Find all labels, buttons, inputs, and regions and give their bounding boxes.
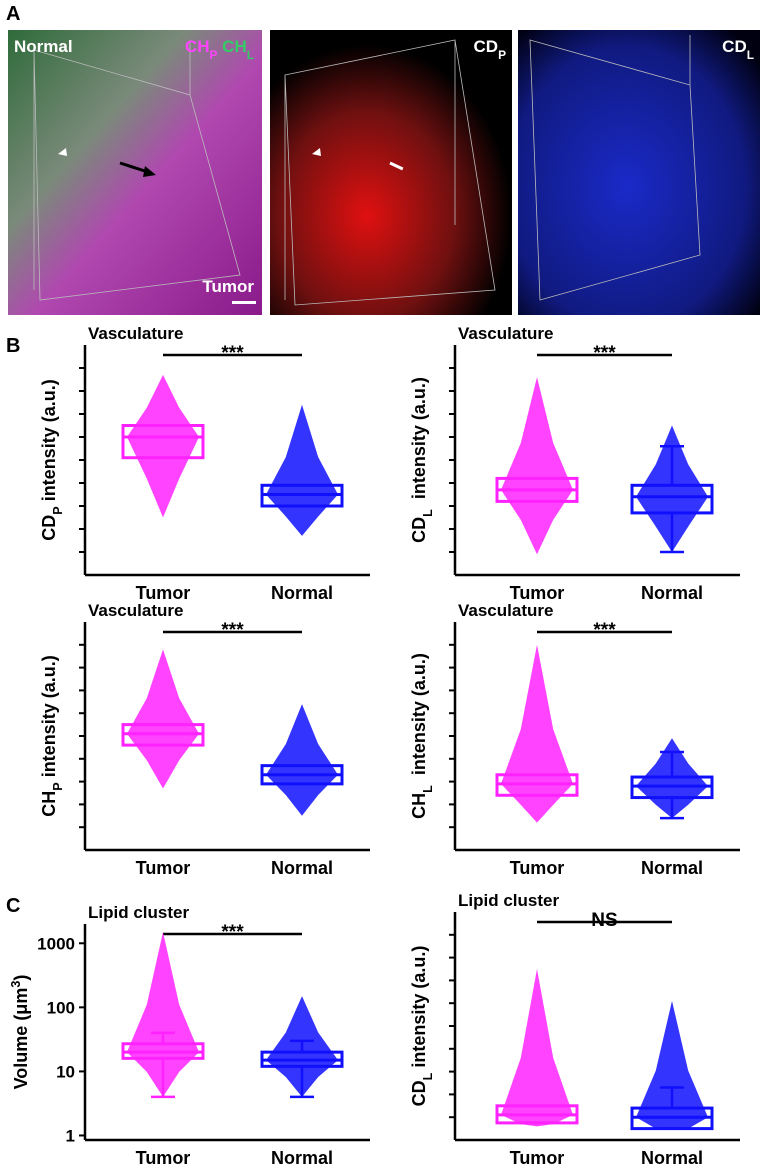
image-label-part: CD [474,37,499,56]
significance-label: NS [591,910,617,931]
y-axis-label: CHP intensity (a.u.) [39,655,65,816]
point-cloud [501,377,573,555]
panel-letter: B [6,335,20,357]
x-tick-label: Tumor [136,583,191,603]
x-tick-label: Tumor [510,583,565,603]
y-tick-label: 1000 [37,934,75,953]
image-label-part: CD [722,37,747,56]
y-axis-label-part: CD [39,515,59,541]
image-label: Tumor [202,277,254,296]
y-axis-label: CHL intensity (a.u.) [409,653,435,819]
image-label-part: L [247,48,254,62]
point-cloud [127,374,199,518]
y-axis-label-part: Volume (μm [11,988,31,1090]
y-tick-label: 100 [47,998,75,1017]
image-label-part: CH [217,37,246,56]
x-tick-label: Tumor [510,858,565,878]
image [518,30,760,315]
y-axis-label-part: L [421,785,435,793]
box [121,424,205,460]
x-tick-label: Normal [271,1148,333,1168]
point-cloud [127,932,199,1097]
y-axis-label-part: intensity (a.u.) [409,377,429,509]
x-tick-label: Tumor [136,858,191,878]
image-label-part: L [747,48,754,62]
y-tick-label: 10 [56,1062,75,1081]
wireframe [33,35,701,306]
y-tick-label: 1 [66,1126,75,1145]
y-axis-label-part: ) [11,975,31,981]
y-axis-label-part: L [421,1072,435,1080]
chart-title: Vasculature [458,601,553,620]
image-label: CDP [474,37,507,62]
x-tick-label: Normal [271,583,333,603]
y-axis-label-part: 3 [9,981,23,988]
image-label: CDL [722,37,754,62]
point-cloud [266,404,338,536]
point-cloud [636,1000,708,1129]
y-axis-label-part: P [51,506,65,514]
point-cloud [501,969,573,1127]
y-axis-label-part: intensity (a.u.) [39,379,59,506]
y-axis-label: CDP intensity (a.u.) [39,379,65,540]
chart-title: Lipid cluster [458,891,559,910]
point-cloud [501,644,573,823]
arrows [58,148,404,304]
image-label-part: P [210,48,218,62]
y-axis-label-part: P [51,782,65,790]
y-axis-label: CDL intensity (a.u.) [409,946,435,1107]
point-cloud [127,649,199,789]
significance-label: *** [221,343,244,364]
image-label: CHP CHL [185,37,254,62]
y-axis-label-part: CH [39,791,59,817]
y-axis-label-part: intensity (a.u.) [409,653,429,785]
x-tick-label: Normal [271,858,333,878]
y-axis-label-part: CD [409,1080,429,1106]
y-axis-label-part: intensity (a.u.) [39,655,59,782]
y-axis-label-part: L [421,509,435,517]
y-axis-label: Volume (μm3) [9,975,31,1090]
panel-letter: C [6,895,20,917]
x-tick-label: Tumor [510,1148,565,1168]
chart-title: Lipid cluster [88,903,189,922]
image-label: Normal [14,37,73,56]
significance-label: *** [221,620,244,641]
significance-label: *** [221,922,244,943]
x-tick-label: Normal [641,583,703,603]
x-tick-label: Normal [641,1148,703,1168]
x-tick-label: Normal [641,858,703,878]
chart-title: Vasculature [458,324,553,343]
point-cloud [636,425,708,552]
point-cloud [266,704,338,816]
significance-label: *** [593,620,616,641]
y-axis-label: CDL intensity (a.u.) [409,377,435,543]
image-label-part: P [498,48,506,62]
x-tick-label: Tumor [136,1148,191,1168]
image [270,30,512,315]
y-axis-label-part: CH [409,793,429,819]
chart-title: Vasculature [88,601,183,620]
panel-letter: A [6,3,20,25]
image-label-part: CH [185,37,210,56]
y-axis-label-part: intensity (a.u.) [409,946,429,1073]
image [8,30,262,315]
significance-label: *** [593,343,616,364]
box [630,483,714,515]
y-axis-label-part: CD [409,517,429,543]
chart-title: Vasculature [88,324,183,343]
